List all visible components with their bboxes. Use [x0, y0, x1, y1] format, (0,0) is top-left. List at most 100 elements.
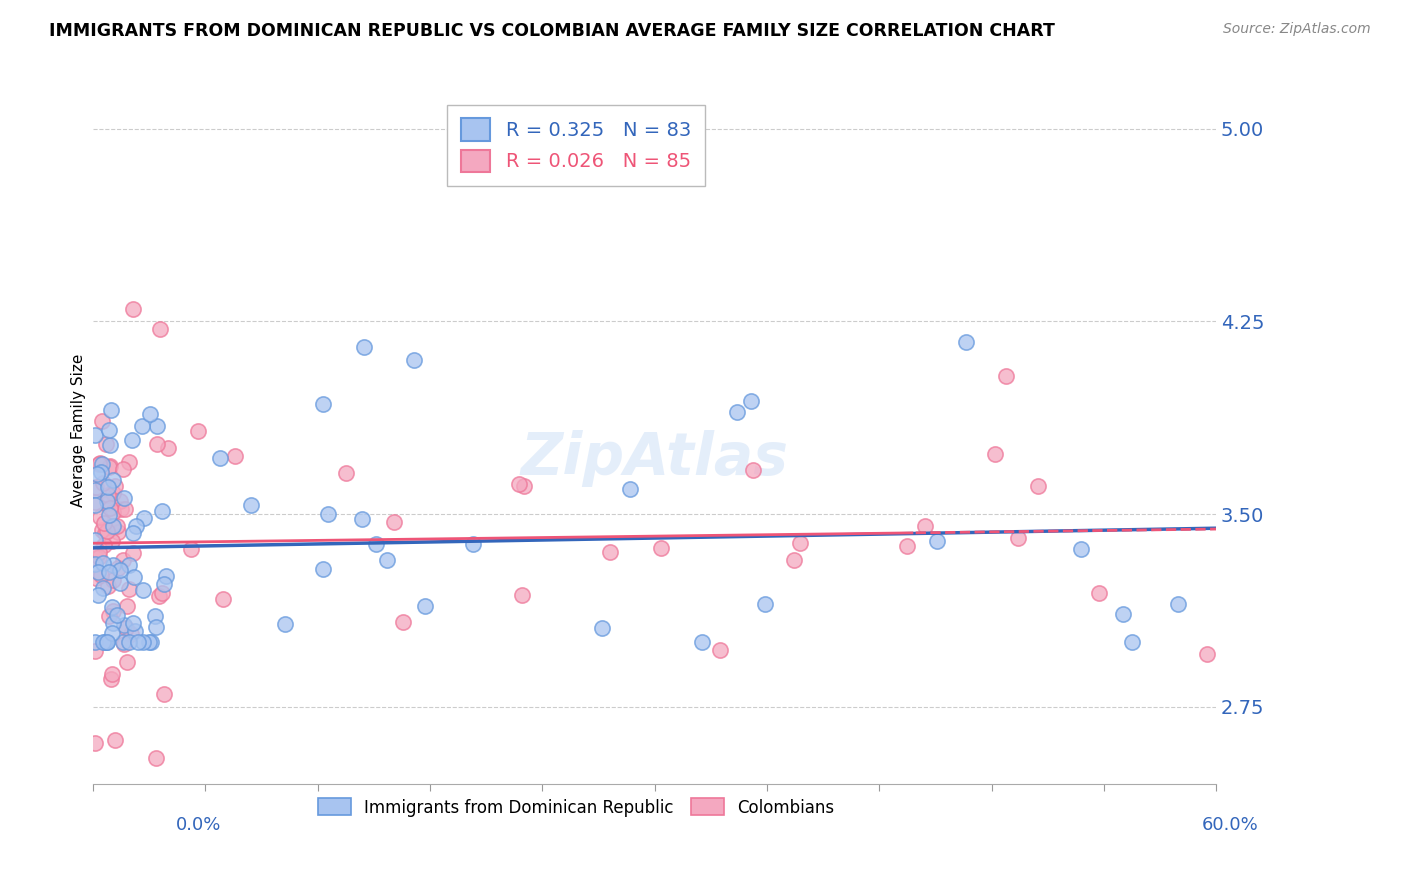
Point [754, 598, 776, 612]
Point [84, 498, 107, 512]
Point [512, 588, 534, 602]
Point [463, 537, 485, 551]
Point [97, 459, 120, 474]
Point [84, 644, 107, 658]
Point [107, 560, 129, 574]
Point [105, 519, 128, 533]
Point [139, 635, 162, 649]
Point [352, 511, 374, 525]
Point [107, 525, 129, 540]
Point [112, 638, 135, 652]
Point [118, 455, 141, 469]
Point [84, 551, 107, 566]
Point [725, 405, 748, 419]
Point [96, 635, 118, 649]
Point [84, 480, 107, 494]
Point [118, 635, 141, 649]
Point [335, 467, 357, 481]
Point [98, 438, 121, 452]
Point [84, 495, 107, 509]
Point [101, 518, 124, 533]
Point [101, 573, 124, 587]
Point [91, 556, 114, 570]
Point [87, 457, 110, 471]
Point [789, 535, 811, 549]
Point [84, 572, 107, 586]
Y-axis label: Average Family Size: Average Family Size [72, 354, 86, 508]
Point [742, 463, 765, 477]
Point [97, 508, 120, 522]
Point [274, 617, 297, 632]
Point [149, 322, 172, 336]
Point [391, 615, 413, 629]
Point [98, 566, 121, 580]
Point [508, 477, 530, 491]
Point [87, 545, 110, 559]
Point [187, 424, 209, 438]
Point [1028, 479, 1050, 493]
Point [84, 533, 107, 547]
Point [1195, 647, 1218, 661]
Point [690, 635, 713, 649]
Point [311, 562, 333, 576]
Point [112, 553, 135, 567]
Point [224, 449, 246, 463]
Point [138, 635, 160, 649]
Point [155, 568, 177, 582]
Point [1112, 607, 1135, 622]
Point [955, 334, 977, 349]
Point [87, 588, 110, 602]
Point [101, 505, 124, 519]
Point [94, 635, 117, 649]
Point [1167, 597, 1189, 611]
Point [120, 627, 142, 641]
Point [84, 428, 107, 442]
Point [1121, 635, 1143, 649]
Point [619, 482, 641, 496]
Point [89, 509, 111, 524]
Point [91, 635, 114, 649]
Point [152, 504, 174, 518]
Point [121, 546, 143, 560]
Point [93, 538, 115, 552]
Point [122, 615, 145, 630]
Point [101, 474, 124, 488]
Point [591, 621, 613, 635]
Point [211, 592, 233, 607]
Point [84, 736, 107, 750]
Point [145, 437, 167, 451]
Point [124, 569, 146, 583]
Point [89, 456, 111, 470]
Point [709, 643, 731, 657]
Point [108, 575, 131, 590]
Point [100, 667, 122, 681]
Point [97, 488, 120, 502]
Point [100, 534, 122, 549]
Point [208, 450, 231, 465]
Point [152, 687, 174, 701]
Point [599, 545, 621, 559]
Legend: Immigrants from Dominican Republic, Colombians: Immigrants from Dominican Republic, Colo… [309, 790, 842, 825]
Point [96, 579, 118, 593]
Point [364, 537, 387, 551]
Point [100, 403, 122, 417]
Point [100, 458, 122, 473]
Point [121, 433, 143, 447]
Point [122, 526, 145, 541]
Point [156, 442, 179, 456]
Point [100, 625, 122, 640]
Point [740, 393, 762, 408]
Point [353, 340, 375, 354]
Point [98, 423, 121, 437]
Text: 60.0%: 60.0% [1202, 816, 1258, 834]
Point [93, 526, 115, 541]
Point [101, 485, 124, 500]
Point [650, 541, 672, 555]
Point [413, 599, 436, 614]
Point [84, 635, 107, 649]
Point [145, 619, 167, 633]
Point [139, 407, 162, 421]
Point [97, 609, 120, 624]
Point [148, 589, 170, 603]
Point [96, 437, 118, 451]
